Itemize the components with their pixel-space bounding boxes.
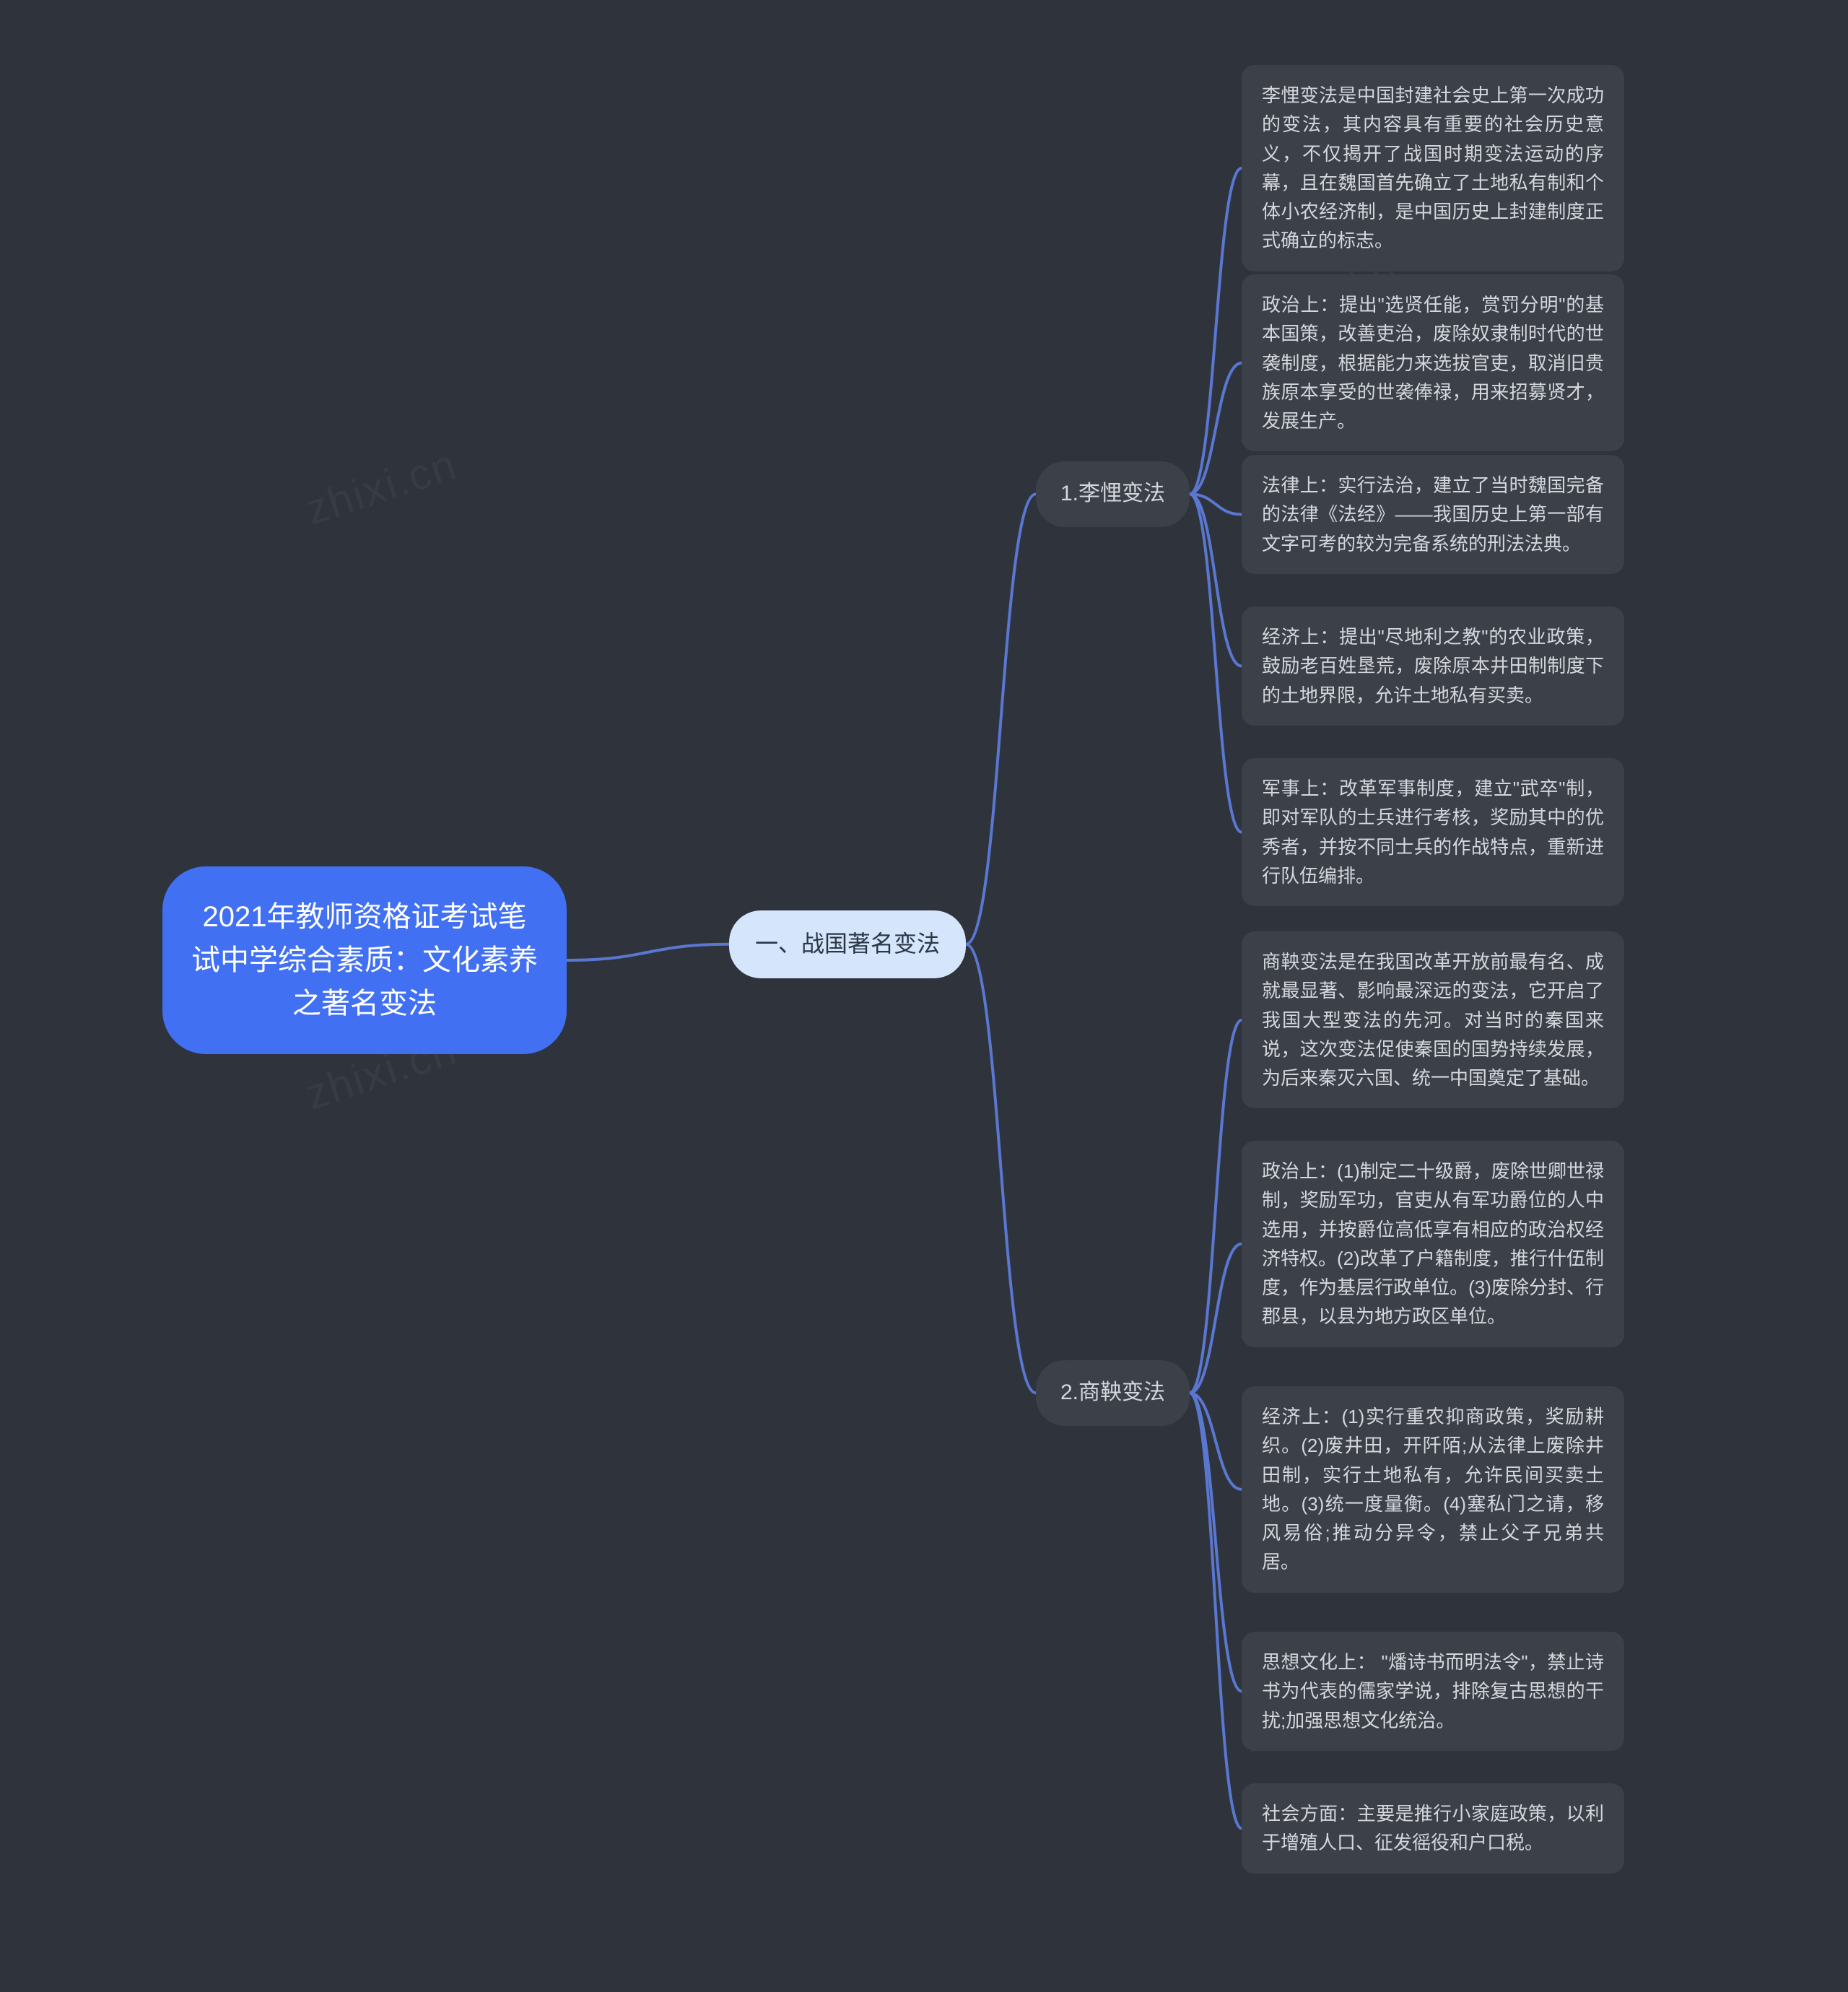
mindmap-root: 2021年教师资格证考试笔试中学综合素质：文化素养之著名变法 [162,866,567,1054]
leaf-text: 社会方面：主要是推行小家庭政策，以利于增殖人口、征发徭役和户口税。 [1262,1803,1604,1853]
leaf-text: 商鞅变法是在我国改革开放前最有名、成就最显著、影响最深远的变法，它开启了我国大型… [1262,951,1604,1089]
mindmap-leaf: 李悝变法是中国封建社会史上第一次成功的变法，其内容具有重要的社会历史意义，不仅揭… [1242,65,1624,271]
watermark: zhixi.cn [300,439,463,534]
mindmap-leaf: 经济上：提出"尽地利之教"的农业政策，鼓励老百姓垦荒，废除原本井田制制度下的土地… [1242,606,1624,726]
leaf-text: 经济上：提出"尽地利之教"的农业政策，鼓励老百姓垦荒，废除原本井田制制度下的土地… [1262,626,1604,706]
mindmap-leaf: 商鞅变法是在我国改革开放前最有名、成就最显著、影响最深远的变法，它开启了我国大型… [1242,931,1624,1108]
node-label: 2.商鞅变法 [1060,1380,1165,1404]
mindmap-leaf: 政治上：提出"选贤任能，赏罚分明"的基本国策，改善吏治，废除奴隶制时代的世袭制度… [1242,274,1624,451]
leaf-text: 经济上：(1)实行重农抑商政策，奖励耕织。(2)废井田，开阡陌;从法律上废除井田… [1262,1406,1604,1573]
mindmap-leaf: 政治上：(1)制定二十级爵，废除世卿世禄制，奖励军功，官吏从有军功爵位的人中选用… [1242,1141,1624,1347]
mindmap-branch-warring-states: 一、战国著名变法 [729,910,966,978]
root-text: 2021年教师资格证考试笔试中学综合素质：文化素养之著名变法 [191,901,538,1019]
node-label: 1.李悝变法 [1060,482,1165,505]
leaf-text: 军事上：改革军事制度，建立"武卒"制，即对军队的士兵进行考核，奖励其中的优秀者，… [1262,778,1604,887]
mindmap-leaf: 军事上：改革军事制度，建立"武卒"制，即对军队的士兵进行考核，奖励其中的优秀者，… [1242,758,1624,906]
mindmap-node-likui: 1.李悝变法 [1036,461,1190,527]
leaf-text: 法律上：实行法治，建立了当时魏国完备的法律《法经》——我国历史上第一部有文字可考… [1262,474,1604,554]
mindmap-leaf: 法律上：实行法治，建立了当时魏国完备的法律《法经》——我国历史上第一部有文字可考… [1242,455,1624,574]
mindmap-leaf: 思想文化上： "燔诗书而明法令"，禁止诗书为代表的儒家学说，排除复古思想的干扰;… [1242,1632,1624,1751]
leaf-text: 思想文化上： "燔诗书而明法令"，禁止诗书为代表的儒家学说，排除复古思想的干扰;… [1262,1651,1604,1731]
leaf-text: 政治上：提出"选贤任能，赏罚分明"的基本国策，改善吏治，废除奴隶制时代的世袭制度… [1262,294,1604,432]
leaf-text: 政治上：(1)制定二十级爵，废除世卿世禄制，奖励军功，官吏从有军功爵位的人中选用… [1262,1160,1604,1327]
leaf-text: 李悝变法是中国封建社会史上第一次成功的变法，其内容具有重要的社会历史意义，不仅揭… [1262,84,1604,251]
mindmap-leaf: 经济上：(1)实行重农抑商政策，奖励耕织。(2)废井田，开阡陌;从法律上废除井田… [1242,1386,1624,1593]
branch-label: 一、战国著名变法 [755,931,940,957]
mindmap-node-shangyang: 2.商鞅变法 [1036,1360,1190,1426]
mindmap-leaf: 社会方面：主要是推行小家庭政策，以利于增殖人口、征发徭役和户口税。 [1242,1783,1624,1874]
